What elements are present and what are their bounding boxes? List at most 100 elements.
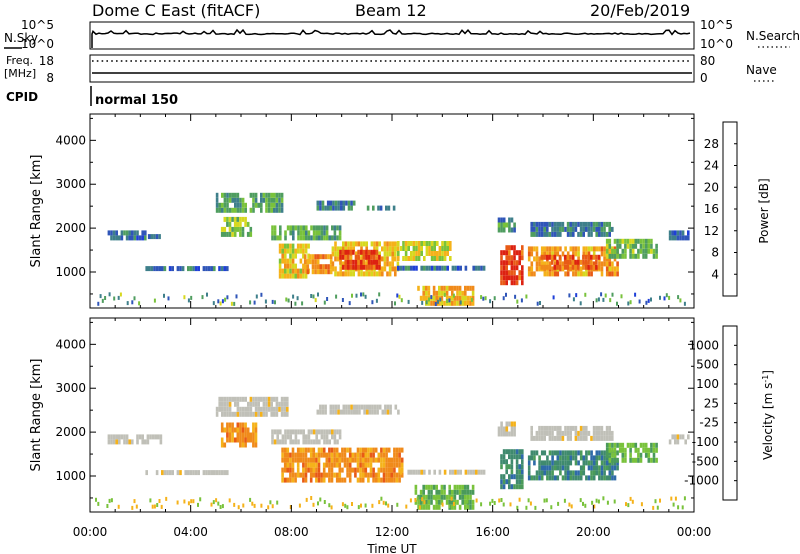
data-cell — [273, 225, 277, 231]
data-cell — [117, 295, 120, 300]
data-cell — [386, 251, 389, 257]
data-cell — [530, 455, 534, 461]
data-cell — [349, 241, 353, 247]
data-cell — [582, 246, 586, 252]
data-cell — [546, 465, 549, 471]
data-cell — [587, 221, 591, 227]
data-cell — [387, 477, 391, 483]
data-cell — [165, 496, 168, 501]
data-cell — [136, 230, 139, 236]
data-cell — [613, 452, 617, 458]
data-cell — [600, 455, 604, 461]
data-cell — [550, 254, 554, 260]
data-cell — [510, 454, 514, 460]
data-cell — [533, 246, 536, 252]
data-cell — [341, 249, 345, 255]
power-heatmap — [97, 192, 690, 306]
data-cell — [378, 271, 381, 277]
data-cell — [631, 442, 635, 448]
data-cell — [364, 452, 368, 458]
data-cell — [569, 455, 573, 461]
data-cell — [187, 298, 190, 303]
data-cell — [629, 253, 632, 259]
data-cell — [324, 264, 328, 270]
data-cell — [284, 429, 287, 435]
data-cell — [223, 442, 227, 448]
data-cell — [276, 235, 279, 241]
data-cell — [548, 425, 552, 431]
data-cell — [595, 465, 599, 471]
data-cell — [239, 411, 242, 417]
data-cell — [296, 248, 300, 254]
data-cell — [464, 285, 467, 291]
data-cell — [535, 251, 539, 257]
data-cell — [438, 469, 442, 475]
data-cell — [262, 192, 266, 198]
data-cell — [226, 192, 229, 198]
data-cell — [502, 280, 506, 286]
data-cell — [324, 254, 328, 260]
data-cell — [590, 221, 593, 227]
colorbar-tick-label: -1000 — [684, 474, 719, 488]
data-cell — [561, 450, 565, 456]
nsky-trace — [91, 28, 691, 48]
data-cell — [404, 265, 408, 271]
data-cell — [302, 268, 305, 274]
data-cell — [592, 460, 596, 466]
data-cell — [252, 207, 255, 213]
y-tick-label: 2000 — [55, 425, 86, 439]
data-cell — [590, 475, 593, 481]
data-cell — [530, 246, 534, 252]
data-cell — [461, 484, 464, 490]
data-cell — [608, 256, 612, 262]
data-cell — [339, 266, 342, 272]
data-cell — [270, 401, 273, 407]
data-cell — [515, 260, 519, 266]
data-cell — [333, 462, 336, 468]
data-cell — [471, 300, 475, 306]
data-cell — [315, 477, 318, 483]
data-cell — [603, 246, 606, 252]
data-cell — [370, 271, 374, 277]
data-cell — [477, 469, 481, 475]
data-cell — [171, 266, 174, 272]
data-cell — [676, 434, 680, 440]
data-cell — [252, 422, 255, 428]
data-cell — [421, 497, 424, 502]
data-cell — [115, 434, 118, 440]
data-cell — [508, 270, 511, 276]
data-cell — [365, 254, 368, 260]
data-cell — [418, 505, 421, 510]
data-cell — [446, 251, 449, 256]
data-cell — [577, 450, 580, 456]
data-cell — [508, 227, 511, 233]
data-cell — [582, 455, 586, 461]
data-cell — [294, 248, 297, 254]
data-cell — [369, 467, 373, 473]
data-cell — [294, 439, 298, 445]
data-cell — [684, 235, 687, 241]
data-cell — [425, 503, 428, 508]
data-cell — [605, 435, 609, 441]
data-cell — [582, 501, 584, 506]
data-cell — [548, 450, 552, 456]
data-cell — [400, 462, 404, 468]
data-cell — [146, 439, 150, 445]
data-cell — [236, 411, 240, 417]
data-cell — [443, 489, 446, 495]
data-cell — [631, 253, 635, 259]
data-cell — [236, 437, 240, 443]
data-cell — [372, 477, 375, 483]
data-cell — [239, 422, 242, 428]
data-cell — [469, 499, 472, 505]
data-cell — [179, 266, 182, 272]
data-cell — [223, 231, 227, 237]
data-cell — [302, 225, 305, 231]
data-cell — [325, 472, 329, 478]
data-cell — [405, 504, 408, 509]
data-cell — [577, 460, 580, 466]
data-cell — [220, 266, 224, 272]
data-cell — [592, 226, 596, 232]
data-cell — [608, 475, 612, 481]
data-cell — [273, 235, 277, 241]
